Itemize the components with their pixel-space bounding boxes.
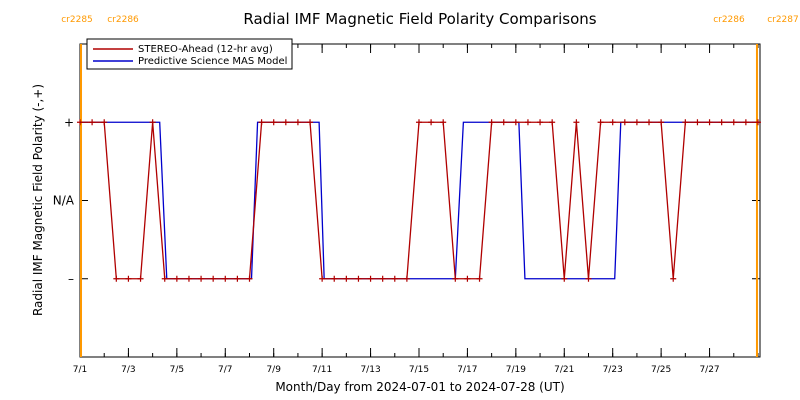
x-tick-label: 7/25 xyxy=(651,365,671,375)
series-point-0 xyxy=(488,119,495,126)
series-point-0 xyxy=(113,275,120,282)
y-tick-label: – xyxy=(68,272,74,286)
series-point-0 xyxy=(198,275,205,282)
series-point-0 xyxy=(609,119,616,126)
legend: STEREO-Ahead (12-hr avg) Predictive Scie… xyxy=(86,38,293,70)
series-point-0 xyxy=(597,119,604,126)
series-point-0 xyxy=(222,275,229,282)
series-point-0 xyxy=(270,119,277,126)
series-point-0 xyxy=(367,275,374,282)
series-point-0 xyxy=(125,275,132,282)
carrington-label: cr2286 xyxy=(713,15,745,25)
series-point-0 xyxy=(343,275,350,282)
series-point-0 xyxy=(658,119,665,126)
series-point-0 xyxy=(234,275,241,282)
carrington-label: cr2287 xyxy=(767,15,799,25)
series-point-0 xyxy=(149,119,156,126)
series-point-0 xyxy=(682,119,689,126)
series-point-0 xyxy=(137,275,144,282)
series-point-0 xyxy=(440,119,447,126)
series-point-0 xyxy=(89,119,96,126)
series-point-0 xyxy=(210,275,217,282)
series-point-0 xyxy=(307,119,314,126)
y-axis-label: Radial IMF Magnetic Field Polarity (-,+) xyxy=(31,84,45,316)
x-tick-label: 7/21 xyxy=(554,365,574,375)
carrington-rotation-lines xyxy=(80,44,758,357)
legend-label-stereo: STEREO-Ahead (12-hr avg) xyxy=(138,44,273,55)
series-point-0 xyxy=(621,119,628,126)
series-point-0 xyxy=(161,275,168,282)
series-point-0 xyxy=(282,119,289,126)
series-point-0 xyxy=(512,119,519,126)
x-tick-label: 7/3 xyxy=(121,365,135,375)
series-point-0 xyxy=(633,119,640,126)
legend-label-mas: Predictive Science MAS Model xyxy=(138,56,287,67)
x-tick-label: 7/1 xyxy=(73,365,87,375)
series-point-0 xyxy=(415,119,422,126)
series-point-0 xyxy=(101,119,108,126)
series-point-0 xyxy=(646,119,653,126)
series-point-0 xyxy=(379,275,386,282)
series-point-0 xyxy=(173,275,180,282)
x-tick-label: 7/5 xyxy=(170,365,184,375)
series-point-0 xyxy=(77,119,83,126)
series-point-0 xyxy=(476,275,483,282)
series-point-0 xyxy=(452,275,459,282)
series-point-0 xyxy=(319,275,326,282)
x-tick-label: 7/11 xyxy=(312,365,332,375)
carrington-label: cr2286 xyxy=(107,15,139,25)
series-point-0 xyxy=(500,119,507,126)
series-point-0 xyxy=(694,119,701,126)
x-tick-label: 7/27 xyxy=(699,365,719,375)
series-point-0 xyxy=(331,275,338,282)
series-point-0 xyxy=(464,275,471,282)
x-tick-label: 7/7 xyxy=(218,365,232,375)
series-point-0 xyxy=(573,119,580,126)
series-point-0 xyxy=(754,119,761,126)
y-tick-label: + xyxy=(64,115,74,129)
series-point-0 xyxy=(403,275,410,282)
chart-title: Radial IMF Magnetic Field Polarity Compa… xyxy=(243,10,596,28)
x-tick-label: 7/19 xyxy=(506,365,526,375)
series-point-0 xyxy=(730,119,737,126)
series-point-0 xyxy=(537,119,544,126)
series-point-0 xyxy=(391,275,398,282)
legend-box xyxy=(86,38,293,70)
series-point-0 xyxy=(718,119,725,126)
carrington-rotation-labels: cr2285 cr2286 cr2286 cr2287 xyxy=(61,15,799,25)
series-point-0 xyxy=(294,119,301,126)
x-tick-label: 7/9 xyxy=(266,365,281,375)
series-point-0 xyxy=(524,119,531,126)
series-point-0 xyxy=(670,275,677,282)
y-axis-ticks: + N/A – xyxy=(53,115,760,286)
series-point-0 xyxy=(428,119,435,126)
series-point-0 xyxy=(246,275,253,282)
series-point-0 xyxy=(561,275,568,282)
x-tick-label: 7/17 xyxy=(457,365,477,375)
x-tick-label: 7/23 xyxy=(603,365,623,375)
y-tick-label: N/A xyxy=(53,194,75,208)
series-point-0 xyxy=(549,119,556,126)
x-tick-label: 7/13 xyxy=(360,365,380,375)
x-tick-label: 7/15 xyxy=(409,365,429,375)
series-point-0 xyxy=(706,119,713,126)
series-point-0 xyxy=(185,275,192,282)
series-point-0 xyxy=(258,119,265,126)
series-point-0 xyxy=(742,119,749,126)
series-layer xyxy=(77,119,761,282)
x-axis-label: Month/Day from 2024-07-01 to 2024-07-28 … xyxy=(275,380,564,394)
series-point-0 xyxy=(585,275,592,282)
series-point-0 xyxy=(355,275,362,282)
carrington-label: cr2285 xyxy=(61,15,93,25)
